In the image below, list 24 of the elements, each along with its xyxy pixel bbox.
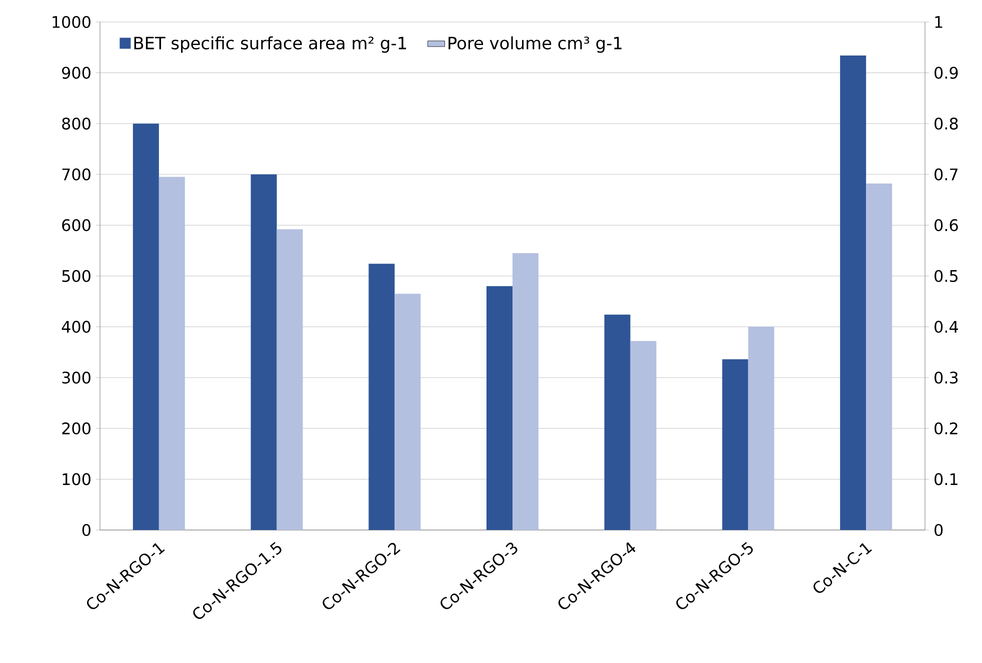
y2-tick-label: 0.4: [934, 320, 958, 333]
y-tick-label: 0: [82, 524, 90, 536]
y-tick-label: 500: [62, 270, 90, 282]
y2-tick-label: 0.9: [934, 66, 958, 79]
y2-tick-label: 1: [935, 16, 942, 28]
y-tick-label: 800: [62, 118, 90, 130]
legend-label: BET specific surface area m² g-1: [134, 36, 406, 53]
y2-tick-label: 0.7: [934, 168, 958, 180]
y-tick-label: 1000: [52, 16, 90, 28]
y2-tick-label: 0.8: [934, 118, 958, 130]
y2-tick-label: 0.6: [934, 219, 958, 232]
y2-tick-label: 0.2: [934, 422, 958, 434]
legend-label: Pore volume cm³ g-1: [448, 36, 622, 53]
y2-tick-label: 0.3: [934, 372, 958, 384]
y2-tick-label: 0.5: [934, 270, 958, 282]
y-tick-label: 100: [62, 473, 90, 486]
y-tick-label: 700: [62, 168, 90, 180]
y2-tick-label: 0: [934, 524, 943, 536]
y-tick-label: 600: [62, 219, 90, 232]
y-tick-label: 900: [62, 66, 90, 79]
y-tick-label: 300: [62, 372, 90, 384]
y-tick-label: 400: [62, 320, 90, 333]
y-tick-label: 200: [62, 422, 90, 434]
y2-tick-label: 0.1: [934, 473, 958, 486]
